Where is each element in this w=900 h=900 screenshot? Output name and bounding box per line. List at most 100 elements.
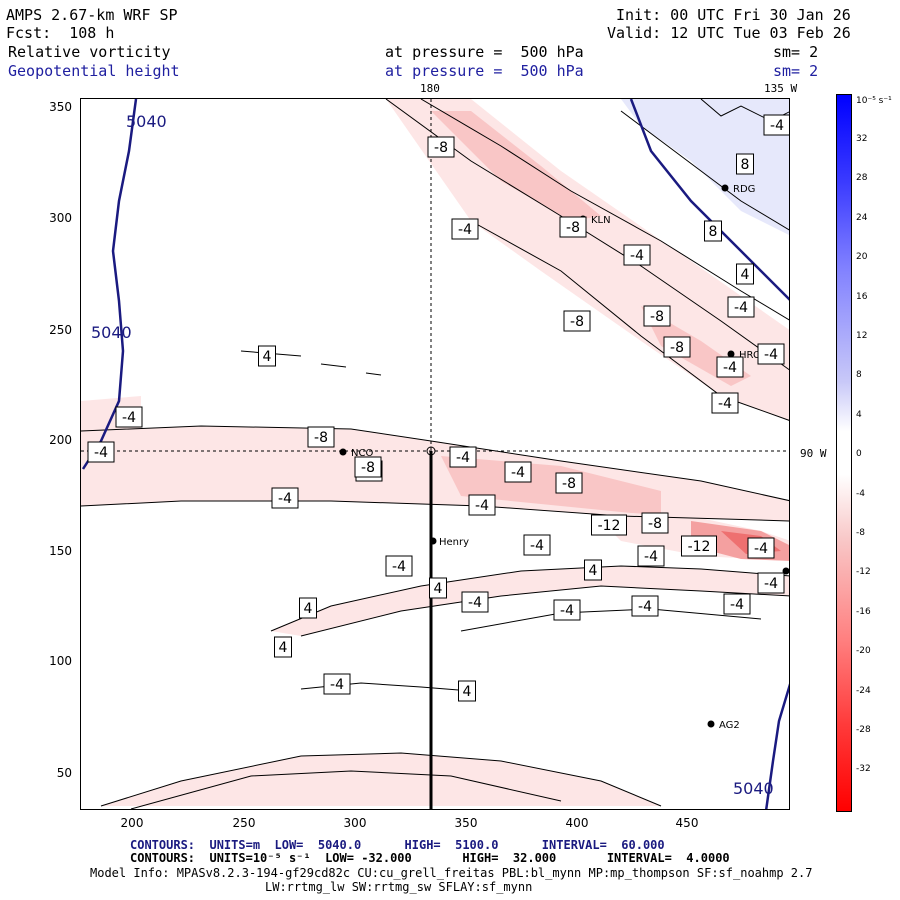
vort-label: -4: [458, 222, 472, 238]
vort-label-box: [711, 392, 739, 414]
height-contour: [629, 99, 789, 301]
height-contour: [765, 683, 789, 809]
vort-label: -4: [754, 541, 768, 557]
vort-label: -8: [650, 309, 664, 325]
vort-label-box: [458, 680, 476, 702]
height-contour: [81, 99, 138, 470]
colorbar-tick: 28: [856, 173, 868, 184]
shade-band: [81, 426, 789, 521]
vort-label: 4: [304, 601, 313, 617]
colorbar-unit: 10⁻⁵ s⁻¹: [856, 96, 892, 106]
crosshair-marker: [426, 446, 436, 456]
colorbar-tick: 20: [856, 252, 868, 263]
vort-label: -4: [644, 549, 658, 565]
colorbar-tick: 8: [856, 370, 862, 381]
vort-label: -4: [764, 576, 778, 592]
station-label: HRC: [739, 350, 760, 361]
vort-label-box: [299, 597, 317, 619]
vort-label-box: [523, 534, 551, 556]
station-dot[interactable]: [339, 448, 347, 456]
station-dot[interactable]: [721, 184, 729, 192]
init-time: Init: 00 UTC Fri 30 Jan 26: [616, 6, 851, 24]
vort-label: -4: [630, 248, 644, 264]
vort-label: -4: [638, 599, 652, 615]
colorbar-tick: -16: [856, 606, 871, 617]
footer-height-contours: CONTOURS: UNITS=m LOW= 5040.0 HIGH= 5100…: [130, 838, 665, 852]
vort-label: -4: [475, 498, 489, 514]
station-label: KLN: [591, 215, 611, 226]
vorticity-map-svg: KLN RDG HRC NCO Henry AG2 5040 5040 5040…: [81, 99, 789, 809]
vort-label-box: [747, 537, 775, 559]
vort-label: -12: [598, 518, 621, 534]
vort-label-box: [681, 535, 717, 557]
vort-label: 8: [709, 224, 718, 240]
contour-line: [100, 752, 662, 807]
vort-label: -4: [94, 445, 108, 461]
vort-label: 4: [279, 640, 288, 656]
vort-label-box: [354, 456, 382, 478]
vort-label-box: [637, 545, 665, 567]
contour-line: [620, 110, 789, 231]
vort-label-box: [757, 343, 785, 365]
vort-label-box: [323, 673, 351, 695]
vort-label: -4: [730, 597, 744, 613]
y-tick: 350: [49, 100, 72, 114]
vort-label-box: [504, 461, 532, 483]
x-tick: 300: [343, 816, 367, 830]
colorbar-tick: -4: [856, 488, 865, 499]
vort-label-box: [736, 263, 754, 285]
height-label: 5040: [733, 779, 774, 798]
vort-label-box: [757, 572, 785, 594]
shade-band: [101, 753, 661, 806]
crosshair: [81, 99, 789, 452]
vort-label-box: [427, 136, 455, 158]
vort-label-box: [555, 472, 583, 494]
vort-label: -4: [723, 360, 737, 376]
vort-label-box: [663, 336, 691, 358]
colorbar-tick: 0: [856, 449, 862, 460]
colorbar-tick: -12: [856, 567, 871, 578]
station-dot[interactable]: [707, 720, 715, 728]
vort-label: 8: [741, 157, 750, 173]
height-label: 5040: [91, 323, 132, 342]
colorbar-tick: 4: [856, 409, 862, 420]
stations: KLN RDG HRC NCO Henry AG2: [339, 184, 789, 731]
contour-line: [385, 99, 789, 371]
vort-label-box: [559, 216, 587, 238]
vort-label: -12: [688, 539, 711, 555]
station-label: AG2: [719, 720, 740, 731]
vort-label-box: [736, 153, 754, 175]
vort-label-box: [307, 426, 335, 448]
footer-model-info: Model Info: MPASv8.2.3-194-gf29cd82c CU:…: [90, 866, 813, 880]
colorbar-tick: 16: [856, 291, 868, 302]
vort-label-box: [468, 494, 496, 516]
vort-label-box: [449, 446, 477, 468]
x-tick: 450: [675, 816, 699, 830]
top-lon-180: 180: [420, 82, 440, 95]
vort-label: -4: [468, 595, 482, 611]
shade-band: [271, 566, 789, 636]
vort-label-box: [716, 356, 744, 378]
colorbar-tick: -24: [856, 685, 871, 696]
vort-label-box: [623, 244, 651, 266]
vort-label: 4: [263, 349, 272, 365]
vort-label: -8: [648, 516, 662, 532]
contour-line: [130, 770, 562, 809]
pressure1-label: at pressure = 500 hPa: [385, 43, 584, 61]
station-dot[interactable]: [429, 537, 437, 545]
contour-line: [270, 565, 789, 632]
vort-label: -8: [361, 460, 375, 476]
x-tick: 400: [565, 816, 589, 830]
vort-label: -8: [434, 140, 448, 156]
vort-label-box: [553, 599, 581, 621]
map-plot[interactable]: KLN RDG HRC NCO Henry AG2 5040 5040 5040…: [80, 98, 790, 810]
station-dot[interactable]: [727, 350, 735, 358]
vort-label-box: [641, 512, 669, 534]
vort-label: 4: [434, 581, 443, 597]
smoothing1-label: sm= 2: [773, 43, 819, 61]
x-tick: 350: [454, 816, 478, 830]
footer-physics: LW:rrtmg_lw SW:rrtmg_sw SFLAY:sf_mynn: [265, 880, 533, 894]
vort-label: 4: [463, 684, 472, 700]
y-tick: 100: [49, 654, 72, 668]
top-lon-135w: 135 W: [764, 82, 798, 95]
